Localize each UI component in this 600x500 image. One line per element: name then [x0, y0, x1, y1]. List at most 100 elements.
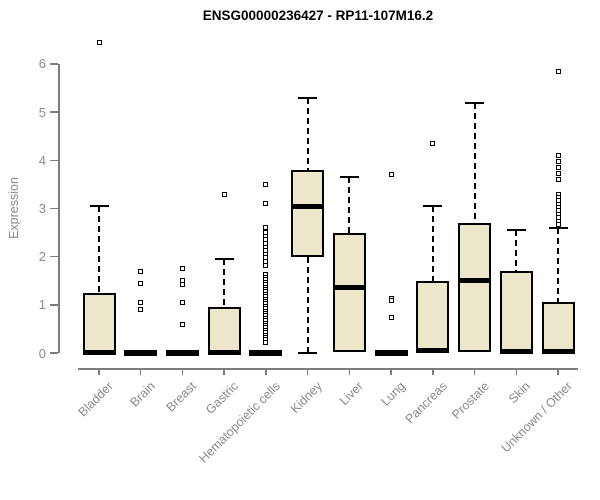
y-tick-label: 2 — [38, 249, 46, 265]
box — [499, 271, 533, 353]
upper-whisker — [473, 102, 476, 223]
outlier-point — [555, 221, 561, 227]
upper-whisker-cap — [548, 226, 568, 229]
box — [416, 280, 450, 353]
y-tick-label: 5 — [38, 104, 46, 120]
x-tick — [98, 368, 100, 375]
x-tick — [473, 368, 476, 375]
y-tick-label: 3 — [38, 200, 46, 216]
box — [541, 302, 575, 353]
upper-whisker — [515, 230, 518, 272]
y-tick — [50, 63, 58, 65]
outlier-point — [138, 307, 144, 313]
y-tick — [50, 111, 58, 113]
outlier-point — [179, 281, 185, 287]
y-axis — [58, 63, 60, 353]
y-tick-label: 4 — [38, 152, 46, 168]
x-tick — [139, 368, 142, 375]
x-tick — [515, 368, 518, 375]
median-line — [374, 350, 408, 356]
x-tick-label: Hematopoietic cells — [196, 379, 283, 466]
y-tick — [50, 352, 58, 354]
outlier-point — [263, 181, 269, 187]
outlier-point — [221, 191, 227, 197]
upper-whisker-cap — [339, 176, 359, 179]
outlier-point — [138, 280, 144, 286]
box — [458, 222, 492, 353]
chart-title: ENSG00000236427 - RP11-107M16.2 — [202, 8, 434, 23]
x-tick-label: Kidney — [287, 379, 325, 416]
x-tick-label: Gastric — [203, 379, 242, 417]
upper-whisker-cap — [506, 229, 526, 232]
x-tick — [181, 368, 184, 375]
x-tick-label: Lung — [378, 379, 409, 409]
outlier-point — [388, 315, 394, 321]
upper-whisker — [98, 206, 100, 293]
outlier-point — [263, 201, 269, 207]
median-line — [249, 350, 283, 356]
x-tick-label: Prostate — [448, 379, 492, 422]
median-line — [291, 203, 325, 209]
median-line — [165, 350, 199, 356]
upper-whisker-cap — [298, 96, 318, 99]
outlier-point — [388, 172, 394, 178]
outlier-point — [263, 339, 269, 345]
outlier-point — [555, 159, 561, 165]
outlier-point — [555, 171, 561, 177]
x-tick — [557, 368, 559, 375]
outlier-point — [263, 262, 269, 268]
x-tick-label: Breast — [163, 379, 200, 415]
upper-whisker — [306, 97, 309, 170]
x-tick-label: Skin — [506, 379, 534, 407]
outlier-point — [179, 266, 185, 272]
outlier-point — [555, 177, 561, 183]
upper-whisker-cap — [89, 205, 109, 208]
outlier-point — [555, 165, 561, 171]
upper-whisker-cap — [423, 205, 443, 208]
y-tick — [50, 159, 58, 162]
outlier-point — [138, 299, 144, 305]
median-line — [124, 350, 158, 356]
lower-whisker-cap — [298, 352, 318, 354]
median-line — [332, 285, 366, 291]
outlier-point — [555, 68, 561, 74]
x-tick — [223, 368, 225, 375]
x-tick-label: Liver — [337, 379, 367, 409]
upper-whisker — [431, 206, 434, 281]
x-axis — [78, 368, 578, 370]
median-line — [82, 349, 116, 355]
x-tick-label: Brain — [127, 379, 158, 410]
box — [82, 292, 116, 353]
y-tick — [50, 207, 58, 210]
median-line — [541, 349, 575, 355]
upper-whisker-cap — [214, 258, 234, 261]
x-tick — [265, 368, 267, 375]
outlier-point — [138, 268, 144, 274]
median-line — [207, 349, 241, 355]
outlier-point — [263, 225, 269, 231]
median-line — [499, 349, 533, 355]
y-tick-label: 1 — [38, 297, 46, 313]
upper-whisker — [348, 177, 351, 233]
box — [207, 307, 241, 353]
upper-whisker-cap — [465, 101, 485, 104]
x-tick — [348, 368, 351, 375]
x-tick — [432, 368, 434, 375]
outlier-point — [179, 321, 185, 327]
y-tick-label: 0 — [38, 345, 46, 361]
median-line — [458, 278, 492, 284]
upper-whisker — [557, 227, 560, 303]
outlier-point — [96, 39, 102, 45]
median-line — [416, 348, 450, 354]
outlier-point — [555, 153, 561, 158]
outlier-point — [179, 299, 185, 305]
y-tick — [50, 304, 58, 306]
outlier-point — [388, 298, 394, 304]
y-tick-label: 6 — [38, 56, 46, 72]
y-tick — [50, 255, 58, 258]
lower-whisker — [306, 256, 309, 353]
x-tick-label: Bladder — [75, 379, 116, 420]
x-tick — [306, 368, 309, 375]
box — [332, 232, 366, 353]
